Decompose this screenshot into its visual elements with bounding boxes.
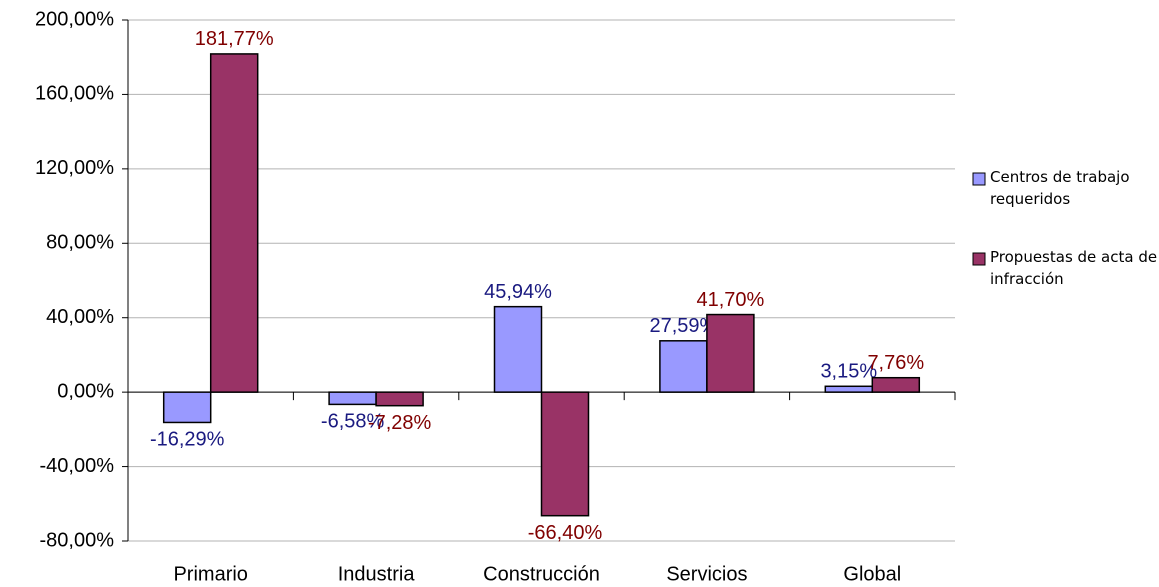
y-tick-label: 160,00% — [35, 83, 114, 105]
bar — [328, 391, 377, 406]
bar — [375, 391, 424, 407]
legend-label: Propuestas de acta de infracción — [990, 248, 1158, 288]
value-label: 3,15% — [820, 361, 877, 383]
bar — [162, 391, 212, 424]
bar — [209, 53, 259, 393]
bar — [659, 340, 708, 393]
y-tick-label: -40,00% — [40, 455, 115, 477]
bar — [540, 391, 590, 517]
bar — [871, 376, 921, 393]
bar — [706, 313, 755, 393]
x-tick-label: Global — [843, 563, 901, 585]
legend-label: Centros de trabajo requeridos — [990, 168, 1130, 208]
x-tick-label: Primario — [173, 563, 247, 585]
value-label: 45,94% — [484, 281, 552, 303]
x-tick-label: Industria — [338, 563, 416, 585]
value-label: 27,59% — [649, 315, 717, 337]
y-tick-label: 120,00% — [35, 157, 114, 179]
value-label: -66,40% — [528, 522, 603, 544]
value-label: 41,70% — [696, 289, 764, 311]
x-tick-label: Construcción — [483, 563, 600, 585]
y-tick-label: -80,00% — [40, 529, 115, 551]
legend-swatch — [972, 172, 986, 186]
y-tick-label: 200,00% — [35, 8, 114, 30]
y-tick-label: 0,00% — [57, 380, 114, 402]
value-label: 7,76% — [867, 352, 924, 374]
value-label: -16,29% — [150, 429, 225, 451]
legend-swatch — [972, 252, 986, 266]
legend-item: Propuestas de acta de infracción — [990, 248, 1158, 288]
y-tick-label: 80,00% — [46, 232, 114, 254]
bar — [493, 305, 543, 393]
value-label: -7,28% — [368, 412, 432, 434]
legend-item: Centros de trabajo requeridos — [990, 168, 1130, 208]
y-tick-label: 40,00% — [46, 306, 114, 328]
bar — [824, 385, 874, 393]
value-label: -6,58% — [321, 411, 385, 433]
value-label: 181,77% — [195, 28, 274, 50]
x-tick-label: Servicios — [666, 563, 747, 585]
